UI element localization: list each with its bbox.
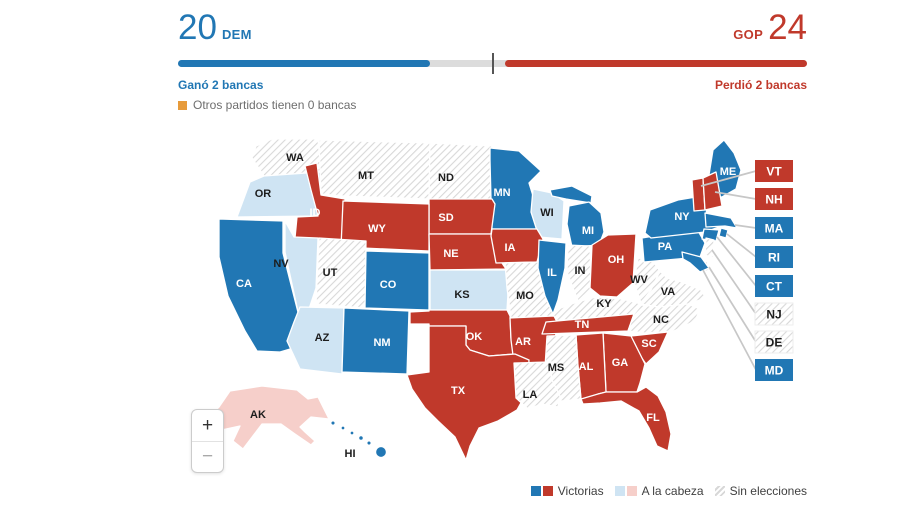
state-il[interactable]	[537, 239, 567, 315]
state-md[interactable]	[681, 251, 710, 273]
callout-de[interactable]: DE	[754, 330, 794, 354]
others-color-swatch	[178, 100, 187, 110]
nh-callout-label: NH	[765, 193, 782, 207]
legend-no-election-swatch	[714, 486, 725, 496]
dem-total: 20 DEM	[178, 10, 252, 45]
nj-callout-label: NJ	[766, 308, 781, 322]
state-mt[interactable]	[318, 139, 431, 200]
callout-md[interactable]: MD	[755, 359, 793, 381]
state-az[interactable]	[286, 306, 345, 375]
zoom-out-button[interactable]: −	[192, 440, 223, 473]
ri-callout-label: RI	[768, 251, 780, 265]
state-va[interactable]	[640, 270, 707, 308]
legend-dem-lead-swatch	[614, 486, 625, 496]
state-nc[interactable]	[627, 303, 701, 334]
state-oh[interactable]	[589, 233, 637, 298]
legend-no-election-label: Sin elecciones	[729, 484, 807, 498]
gop-count: 24	[768, 8, 807, 47]
callout-ri[interactable]: RI	[755, 246, 793, 268]
state-nm[interactable]	[341, 307, 410, 375]
state-ut[interactable]	[315, 237, 367, 309]
vt-callout-label: VT	[766, 165, 782, 179]
callout-ct[interactable]: CT	[755, 275, 793, 297]
callout-vt[interactable]: VT	[755, 160, 793, 182]
others-note-text: Otros partidos tienen 0 bancas	[193, 98, 357, 112]
md-callout-label: MD	[765, 364, 784, 378]
callout-nj[interactable]: NJ	[754, 302, 794, 326]
map-zoom-controls: + −	[191, 409, 224, 473]
state-nv[interactable]	[284, 220, 319, 331]
state-ca[interactable]	[218, 218, 304, 353]
de-callout-label: DE	[766, 336, 783, 350]
state-ma[interactable]	[704, 212, 738, 229]
ct-callout-label: CT	[766, 280, 783, 294]
gop-bar-fill	[505, 60, 807, 67]
dem-party-label: DEM	[221, 27, 252, 42]
state-tx[interactable]	[406, 325, 530, 461]
dem-seat-change: Ganó 2 bancas	[178, 78, 264, 92]
state-in[interactable]	[566, 244, 592, 302]
majority-tick	[491, 53, 494, 74]
state-la[interactable]	[513, 361, 561, 410]
callout-ma[interactable]: MA	[755, 217, 793, 239]
legend-dem-win-swatch	[530, 486, 541, 496]
seat-change-line: Ganó 2 bancas Perdió 2 bancas	[178, 78, 807, 92]
state-fl[interactable]	[580, 386, 672, 452]
state-sd[interactable]	[428, 198, 496, 235]
legend-gop-win-swatch	[542, 486, 553, 496]
legend-victories-label: Victorias	[557, 484, 604, 498]
others-note: Otros partidos tienen 0 bancas	[178, 98, 356, 112]
state-ak[interactable]	[205, 385, 330, 450]
gop-total: GOP 24	[733, 10, 807, 45]
zoom-in-button[interactable]: +	[192, 410, 223, 441]
map-legend: Victorias A la cabeza Sin elecciones	[530, 484, 807, 498]
state-ia[interactable]	[490, 228, 544, 264]
state-hi[interactable]	[330, 420, 388, 459]
state-nd[interactable]	[428, 142, 493, 200]
dem-bar-fill	[178, 60, 430, 67]
ma-callout-label: MA	[765, 222, 784, 236]
dem-count: 20	[178, 8, 217, 47]
state-mi[interactable]	[549, 185, 605, 248]
state-co[interactable]	[364, 250, 430, 311]
callout-nh[interactable]: NH	[755, 188, 793, 210]
legend-leading-label: A la cabeza	[641, 484, 704, 498]
results-header: 20 DEM GOP 24	[178, 10, 807, 45]
state-ri[interactable]	[718, 227, 729, 239]
state-ks[interactable]	[429, 269, 510, 311]
callout-leader-lines	[700, 170, 757, 371]
senate-seats-bar	[178, 53, 807, 74]
hi-state-label: HI	[345, 448, 356, 460]
gop-party-label: GOP	[733, 27, 764, 42]
state-nj[interactable]	[704, 237, 715, 259]
legend-gop-lead-swatch	[626, 486, 637, 496]
gop-seat-change: Perdió 2 bancas	[714, 78, 807, 92]
